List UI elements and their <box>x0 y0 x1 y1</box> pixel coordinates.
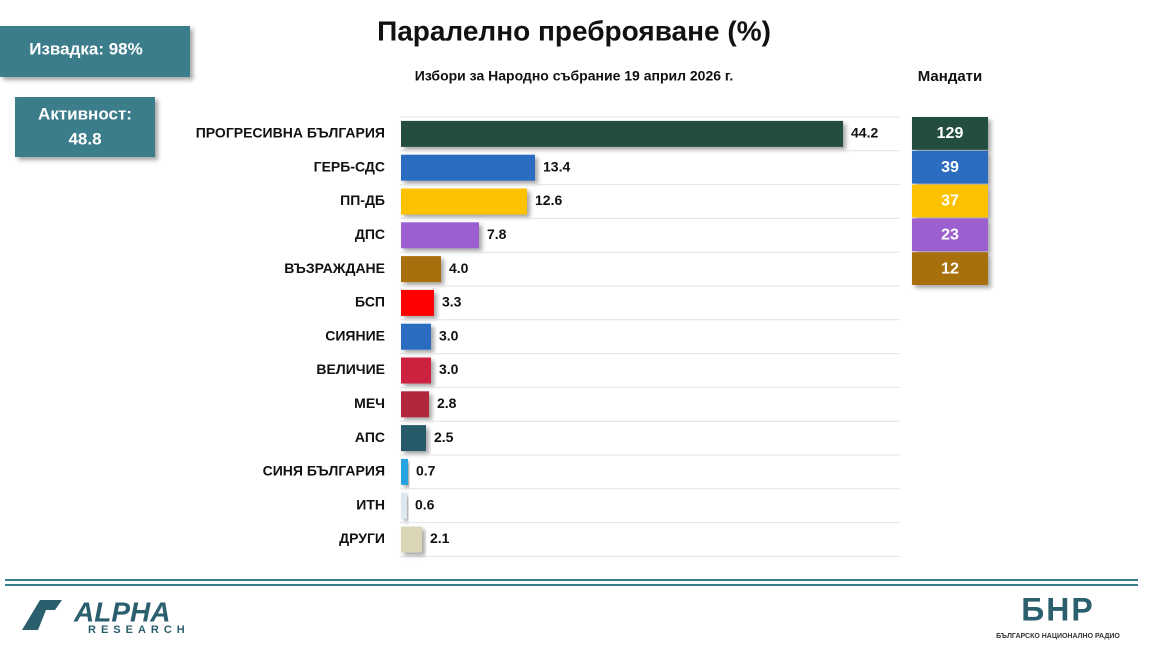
research-logo: RESEARCH <box>88 624 190 636</box>
seats-title: Мандати <box>918 68 983 85</box>
category-label: ВЪЗРАЖДАНЕ <box>284 260 385 276</box>
alpha-logo: ALPHA <box>73 596 170 627</box>
turnout-badge <box>15 97 155 157</box>
seat-box <box>912 117 988 150</box>
category-label: ДРУГИ <box>339 530 385 546</box>
seat-box <box>912 184 988 218</box>
seat-box <box>912 218 988 252</box>
bar <box>401 357 431 384</box>
value-label: 3.0 <box>439 361 459 377</box>
bar <box>401 222 479 249</box>
bar <box>401 425 426 452</box>
value-label: 2.1 <box>430 530 450 546</box>
category-label: СИНЯ БЪЛГАРИЯ <box>263 463 385 479</box>
alpha-icon <box>22 600 62 630</box>
seat-value: 39 <box>941 159 959 176</box>
bnr-logo: БНР <box>1021 591 1094 627</box>
bar <box>401 492 407 519</box>
bar <box>401 526 422 553</box>
bar <box>401 154 535 181</box>
turnout-label: Активност: <box>38 104 132 123</box>
value-label: 0.6 <box>415 496 435 512</box>
category-label: АПС <box>355 429 385 445</box>
category-label: МЕЧ <box>354 395 385 411</box>
turnout-value: 48.8 <box>68 129 101 148</box>
seat-value: 23 <box>941 227 959 244</box>
seat-value: 37 <box>941 193 959 210</box>
seat-box <box>912 150 988 184</box>
value-label: 12.6 <box>535 192 562 208</box>
value-label: 4.0 <box>449 260 469 276</box>
seat-value: 129 <box>937 125 964 142</box>
bar <box>401 323 431 350</box>
seat-value: 12 <box>941 260 959 277</box>
plot: ПРОГРЕСИВНА БЪЛГАРИЯ 44.2 ГЕРБ-СДС 13.4 ПП-Д… <box>196 116 988 557</box>
bar <box>401 289 434 316</box>
sample-badge <box>0 26 190 77</box>
chart-subtitle: Избори за Народно събрание 19 април 2026… <box>415 68 734 84</box>
value-label: 0.7 <box>416 463 436 479</box>
category-label: ГЕРБ-СДС <box>314 158 385 174</box>
bar <box>401 256 441 283</box>
bar <box>401 391 429 418</box>
seat-box <box>912 252 988 285</box>
value-label: 3.3 <box>442 294 462 310</box>
value-label: 7.8 <box>487 226 507 242</box>
sample-text: Извадка: 98% <box>29 39 143 58</box>
bar <box>401 120 843 147</box>
bar <box>401 458 408 485</box>
bar <box>401 188 527 215</box>
category-label: СИЯНИЕ <box>325 327 385 343</box>
chart-title: Паралелно преброяване (%) <box>377 15 771 46</box>
value-label: 3.0 <box>439 327 459 343</box>
category-label: ВЕЛИЧИЕ <box>316 361 385 377</box>
value-label: 2.5 <box>434 429 454 445</box>
category-label: ИТН <box>356 496 385 512</box>
category-label: ПРОГРЕСИВНА БЪЛГАРИЯ <box>196 125 385 141</box>
value-label: 13.4 <box>543 158 570 174</box>
category-label: ПП-ДБ <box>340 192 385 208</box>
category-label: ДПС <box>355 226 385 242</box>
category-label: БСП <box>355 294 385 310</box>
value-label: 44.2 <box>851 125 878 141</box>
value-label: 2.8 <box>437 395 457 411</box>
bnr-full: БЪЛГАРСКО НАЦИОНАЛНО РАДИО <box>996 633 1120 640</box>
